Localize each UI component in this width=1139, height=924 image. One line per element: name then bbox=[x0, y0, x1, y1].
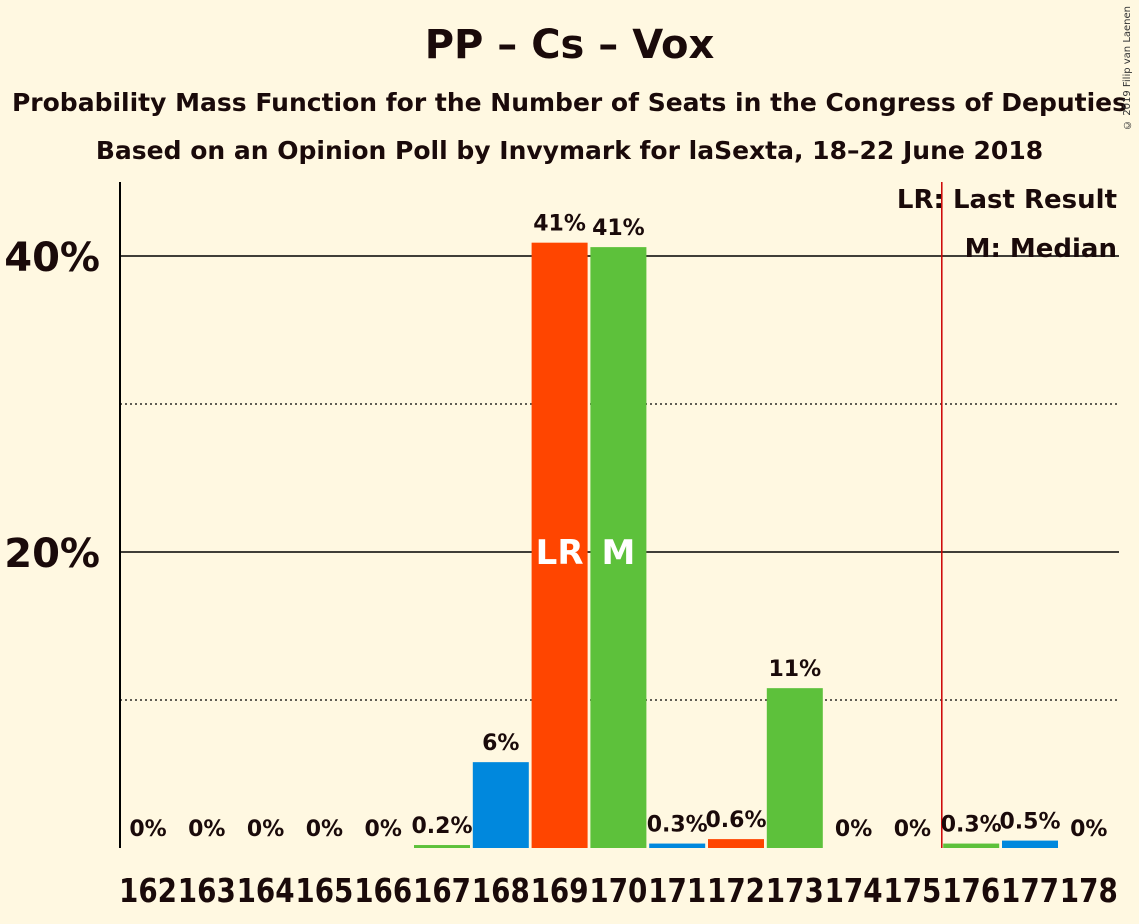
bar-170 bbox=[590, 247, 647, 848]
data-label: 0% bbox=[306, 817, 343, 842]
data-label: 0.5% bbox=[999, 810, 1060, 835]
x-tick-label: 177 bbox=[1001, 871, 1059, 910]
chart-subtitle-1: Probability Mass Function for the Number… bbox=[11, 88, 1128, 117]
bar-176 bbox=[943, 843, 1000, 848]
x-tick-label: 174 bbox=[825, 871, 883, 910]
bar-171 bbox=[649, 843, 706, 848]
y-tick-label: 20% bbox=[4, 531, 100, 577]
data-label: 41% bbox=[592, 216, 645, 241]
bar-169 bbox=[531, 242, 588, 848]
x-tick-label: 169 bbox=[531, 871, 589, 910]
data-label: 0% bbox=[835, 817, 872, 842]
bar-marker-m: M bbox=[601, 533, 635, 573]
x-tick-label: 173 bbox=[766, 871, 824, 910]
data-label: 0% bbox=[365, 817, 402, 842]
x-tick-label: 165 bbox=[295, 871, 353, 910]
bar-172 bbox=[708, 839, 764, 848]
data-label: 0% bbox=[247, 817, 284, 842]
chart-title: PP – Cs – Vox bbox=[424, 22, 715, 68]
data-label: 0.3% bbox=[941, 813, 1002, 838]
bar-168 bbox=[472, 762, 529, 848]
bar-167 bbox=[414, 845, 470, 848]
data-label: 0% bbox=[1070, 817, 1107, 842]
x-tick-label: 163 bbox=[178, 871, 236, 910]
legend-median: M: Median bbox=[965, 234, 1117, 264]
x-tick-label: 170 bbox=[589, 871, 647, 910]
data-label: 0.3% bbox=[647, 813, 708, 838]
x-tick-label: 172 bbox=[707, 871, 765, 910]
bar-173 bbox=[766, 688, 823, 848]
data-label: 6% bbox=[482, 731, 519, 756]
data-label: 0.2% bbox=[411, 814, 472, 839]
bar-177 bbox=[1002, 840, 1058, 848]
y-tick-label: 40% bbox=[4, 235, 100, 281]
x-tick-label: 171 bbox=[648, 871, 706, 910]
data-label: 11% bbox=[768, 657, 821, 682]
data-label: 0% bbox=[894, 817, 931, 842]
bar-marker-lr: LR bbox=[536, 533, 584, 573]
data-label: 0% bbox=[188, 817, 225, 842]
x-tick-label: 162 bbox=[119, 871, 177, 910]
x-tick-label: 176 bbox=[942, 871, 1000, 910]
data-label: 0.6% bbox=[705, 808, 766, 833]
legend-last-result: LR: Last Result bbox=[897, 185, 1117, 215]
x-tick-label: 175 bbox=[883, 871, 941, 910]
x-tick-label: 167 bbox=[413, 871, 471, 910]
x-tick-label: 164 bbox=[237, 871, 295, 910]
data-label: 41% bbox=[533, 212, 586, 237]
data-label: 0% bbox=[129, 817, 166, 842]
x-tick-label: 166 bbox=[354, 871, 412, 910]
x-tick-label: 178 bbox=[1060, 871, 1118, 910]
chart-subtitle-2: Based on an Opinion Poll by Invymark for… bbox=[95, 136, 1044, 165]
x-tick-label: 168 bbox=[472, 871, 530, 910]
